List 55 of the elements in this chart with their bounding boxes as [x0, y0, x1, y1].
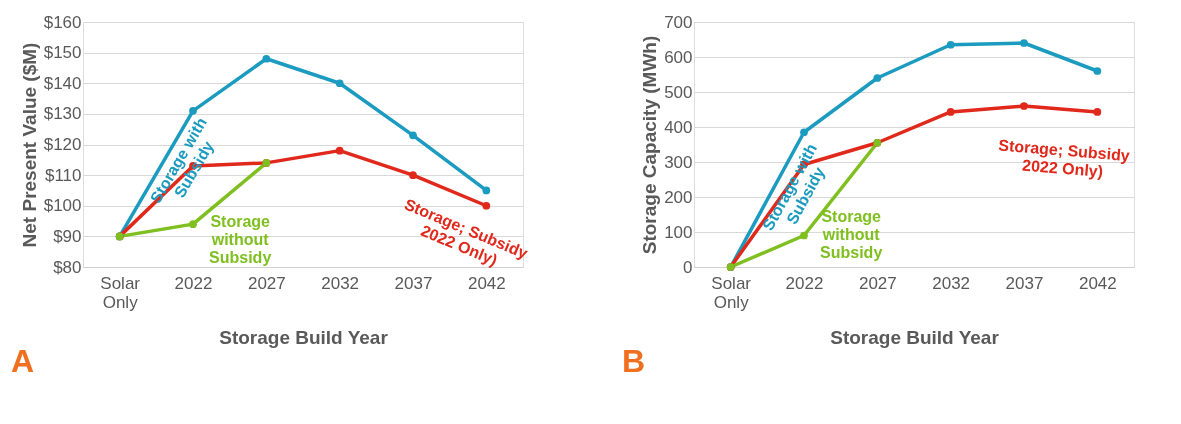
- y-tick-label: 500: [664, 82, 693, 102]
- y-tick-label: $130: [43, 104, 82, 124]
- y-tick-label: 0: [683, 257, 693, 277]
- point: [800, 231, 808, 240]
- point: [800, 128, 808, 137]
- y-tick-label: $140: [43, 73, 82, 93]
- x-axis-title: Storage Build Year: [219, 326, 389, 348]
- y-axis-title: Net Present Value ($M): [18, 42, 40, 248]
- point: [335, 146, 344, 155]
- y-tick-label: 600: [664, 47, 693, 67]
- point: [1020, 39, 1028, 47]
- x-tick-label: Solar Only: [711, 273, 752, 312]
- point: [873, 74, 882, 82]
- y-tick-label: 300: [664, 152, 693, 172]
- y-tick-label: $80: [53, 257, 82, 277]
- x-tick-label: 2032: [932, 273, 971, 293]
- point: [482, 201, 491, 210]
- point: [409, 171, 417, 179]
- point: [262, 54, 271, 63]
- series-label: Storage; Subsidy 2022 Only): [997, 136, 1131, 181]
- x-tick-label: 2022: [174, 273, 213, 293]
- x-tick-label: 2042: [467, 273, 506, 293]
- y-tick-label: $150: [43, 43, 82, 63]
- y-tick-label: $120: [43, 135, 82, 154]
- y-tick-label: $90: [53, 226, 82, 246]
- point: [1093, 67, 1102, 75]
- x-tick-label: 2042: [1078, 273, 1117, 293]
- y-tick-label: 100: [664, 222, 693, 242]
- y-tick-label: $100: [43, 196, 82, 216]
- x-tick-label: 2027: [858, 273, 897, 293]
- x-tick-label: 2022: [785, 273, 824, 293]
- point: [1020, 102, 1028, 110]
- point: [946, 108, 955, 116]
- text: B: [622, 343, 646, 379]
- y-tick-label: $110: [44, 165, 82, 185]
- series-label: Storage without Subsidy: [209, 212, 272, 266]
- y-tick-label: 400: [664, 117, 693, 137]
- x-tick-label: Solar Only: [100, 273, 141, 312]
- y-tick-label: $160: [43, 12, 82, 32]
- x-tick-label: 2037: [394, 273, 433, 293]
- point: [189, 220, 197, 228]
- x-axis-title: Storage Build Year: [830, 326, 1000, 348]
- point: [189, 106, 197, 115]
- y-axis-title: Storage Capacity (MWh): [639, 35, 661, 255]
- text: A: [11, 343, 35, 379]
- y-tick-label: 200: [664, 187, 693, 207]
- y-tick-label: 700: [664, 12, 693, 32]
- x-tick-label: 2037: [1005, 273, 1044, 293]
- point: [946, 40, 955, 49]
- point: [1093, 108, 1102, 116]
- point: [409, 131, 417, 140]
- point: [482, 186, 491, 195]
- x-tick-label: 2027: [247, 273, 286, 293]
- x-tick-label: 2032: [321, 273, 360, 293]
- point: [335, 79, 344, 88]
